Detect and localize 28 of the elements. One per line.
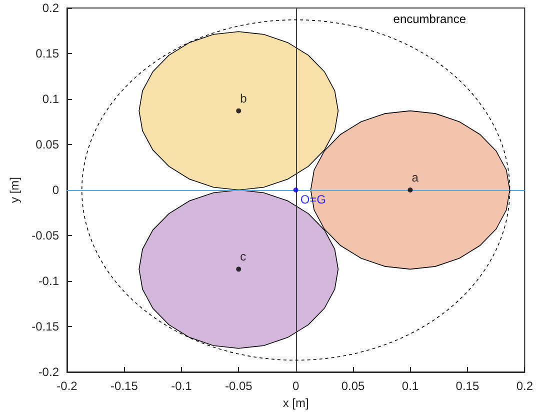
y-tick-label: 0.05 — [36, 138, 60, 152]
x-tick-label: -0.05 — [224, 379, 253, 393]
annotation: encumbrance — [393, 12, 466, 26]
point — [236, 108, 242, 114]
y-axis-title: y [m] — [8, 177, 22, 203]
data-label: c — [240, 250, 246, 264]
point — [408, 188, 413, 192]
point — [293, 188, 298, 192]
x-tick-label: 0.1 — [402, 379, 419, 393]
x-tick-label: -0.15 — [110, 379, 138, 393]
y-tick-label: -0.15 — [32, 320, 60, 334]
y-tick-label: 0.15 — [36, 46, 60, 60]
x-tick-label: 0.05 — [341, 379, 366, 393]
y-tick-label: 0 — [52, 183, 60, 197]
y-tick-label: 0.2 — [42, 1, 60, 15]
x-tick-label: -0.2 — [56, 379, 78, 393]
data-label: a — [412, 170, 419, 184]
x-tick-label: 0.2 — [516, 379, 534, 393]
x-tick-label: 0 — [292, 379, 300, 393]
x-axis-title: x [m] — [282, 396, 309, 410]
y-tick-label: -0.1 — [38, 274, 60, 288]
data-label: b — [240, 91, 248, 106]
y-tick-label: -0.2 — [38, 365, 60, 379]
x-tick-label: -0.1 — [171, 379, 192, 393]
y-tick-label: -0.05 — [32, 228, 60, 242]
point — [236, 266, 242, 272]
y-tick-label: 0.1 — [42, 92, 60, 106]
x-tick-label: 0.15 — [456, 379, 480, 393]
